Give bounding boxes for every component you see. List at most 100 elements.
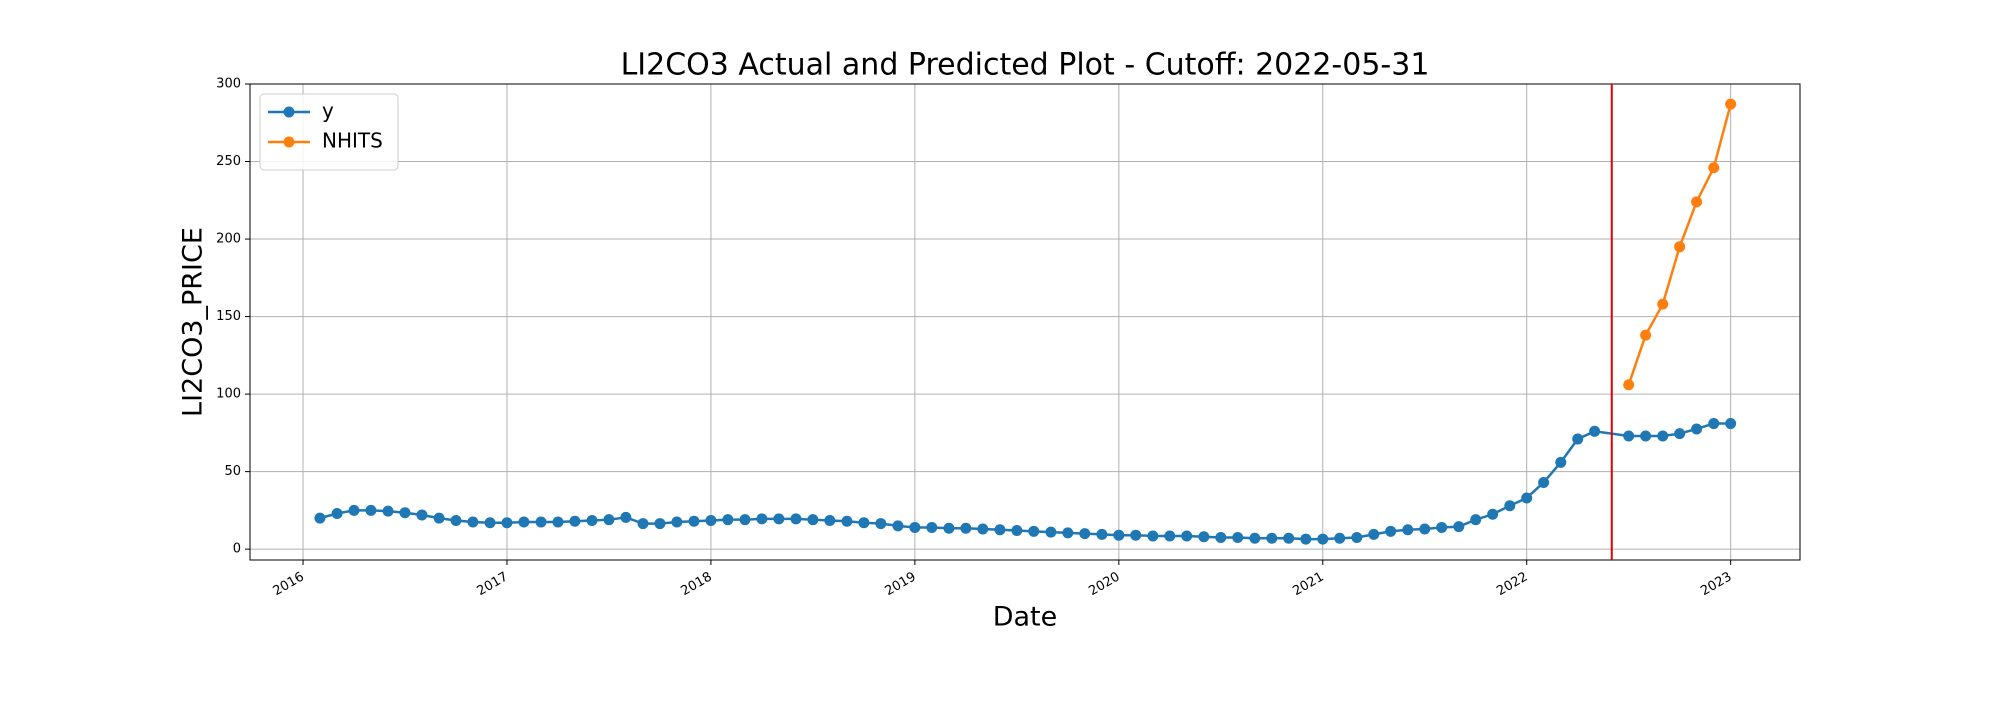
data-point: [1334, 532, 1346, 544]
data-point: [926, 521, 938, 533]
data-point: [688, 515, 700, 527]
data-point: [1623, 430, 1635, 442]
data-point: [892, 520, 904, 532]
data-point: [790, 513, 802, 525]
data-point: [909, 521, 921, 533]
data-point: [1198, 531, 1210, 543]
data-point: [1674, 241, 1686, 253]
data-point: [552, 516, 564, 528]
data-point: [1436, 521, 1448, 533]
data-point: [943, 522, 955, 534]
data-point: [1589, 425, 1601, 437]
x-tick-label: 2020: [1086, 570, 1122, 600]
data-point: [1640, 430, 1652, 442]
data-point: [705, 514, 717, 526]
data-point: [1283, 532, 1295, 544]
data-point: [1538, 476, 1550, 488]
data-point: [1657, 430, 1669, 442]
data-point: [450, 514, 462, 526]
data-point: [1657, 298, 1669, 310]
data-point: [433, 512, 445, 524]
data-point: [1419, 523, 1431, 535]
data-point: [1385, 525, 1397, 537]
data-point: [1062, 527, 1074, 539]
data-point: [569, 515, 581, 527]
data-point: [1181, 530, 1193, 542]
y-tick-label: 300: [216, 77, 241, 92]
data-point: [841, 515, 853, 527]
data-point: [1368, 528, 1380, 540]
y-tick-label: 200: [216, 232, 241, 247]
data-point: [1674, 428, 1686, 440]
data-point: [382, 505, 394, 517]
data-point: [1096, 528, 1108, 540]
data-point: [416, 509, 428, 521]
data-point: [1691, 196, 1703, 208]
data-point: [331, 507, 343, 519]
data-point: [1232, 532, 1244, 544]
data-point: [314, 512, 326, 524]
x-tick-label: 2022: [1494, 570, 1530, 600]
data-point: [1266, 532, 1278, 544]
y-tick-label: 100: [216, 387, 241, 402]
data-point: [1113, 529, 1125, 541]
data-point: [1623, 379, 1635, 391]
data-point: [756, 513, 768, 525]
data-point: [1725, 418, 1737, 430]
y-axis-label: LI2CO3_PRICE: [178, 227, 209, 417]
legend-marker: [283, 106, 295, 118]
data-point: [722, 514, 734, 526]
data-point: [824, 514, 836, 526]
data-point: [1691, 423, 1703, 435]
data-point: [365, 504, 377, 516]
legend-label: NHITS: [322, 129, 383, 153]
data-point: [1453, 521, 1465, 533]
data-point: [620, 511, 632, 523]
data-point: [1147, 530, 1159, 542]
data-point: [1708, 162, 1720, 174]
data-point: [671, 516, 683, 528]
data-point: [1640, 329, 1652, 341]
x-tick-label: 2021: [1290, 570, 1326, 600]
data-point: [603, 514, 615, 526]
data-point: [1045, 526, 1057, 538]
data-point: [1487, 508, 1499, 520]
chart-title: LI2CO3 Actual and Predicted Plot - Cutof…: [621, 48, 1430, 83]
data-point: [960, 522, 972, 534]
data-point: [1028, 525, 1040, 537]
data-point: [348, 504, 360, 516]
data-point: [654, 518, 666, 530]
data-point: [1504, 500, 1516, 512]
y-tick-label: 0: [233, 542, 241, 557]
data-point: [977, 523, 989, 535]
data-point: [518, 516, 530, 528]
data-point: [399, 507, 411, 519]
x-tick-label: 2023: [1698, 570, 1734, 600]
legend-marker: [283, 136, 295, 148]
data-point: [994, 524, 1006, 536]
data-point: [535, 516, 547, 528]
data-point: [773, 513, 785, 525]
data-point: [1572, 433, 1584, 445]
legend: y NHITS: [259, 93, 399, 171]
x-tick-label: 2018: [679, 570, 715, 600]
data-point: [1079, 528, 1091, 540]
y-tick-label: 150: [216, 309, 241, 324]
data-point: [1555, 456, 1567, 468]
y-tick-label: 50: [224, 464, 241, 479]
legend-label: y: [322, 99, 334, 123]
data-point: [1164, 530, 1176, 542]
data-point: [586, 514, 598, 526]
data-point: [1300, 533, 1312, 545]
data-point: [1351, 532, 1363, 544]
data-point: [1521, 492, 1533, 504]
data-point: [1470, 514, 1482, 526]
plot-frame: [249, 83, 1801, 561]
x-tick-label: 2019: [882, 570, 918, 600]
data-point: [875, 518, 887, 530]
data-point: [1708, 418, 1720, 430]
data-point: [1011, 525, 1023, 537]
data-point: [637, 518, 649, 530]
data-point: [807, 514, 819, 526]
data-point: [467, 516, 479, 528]
